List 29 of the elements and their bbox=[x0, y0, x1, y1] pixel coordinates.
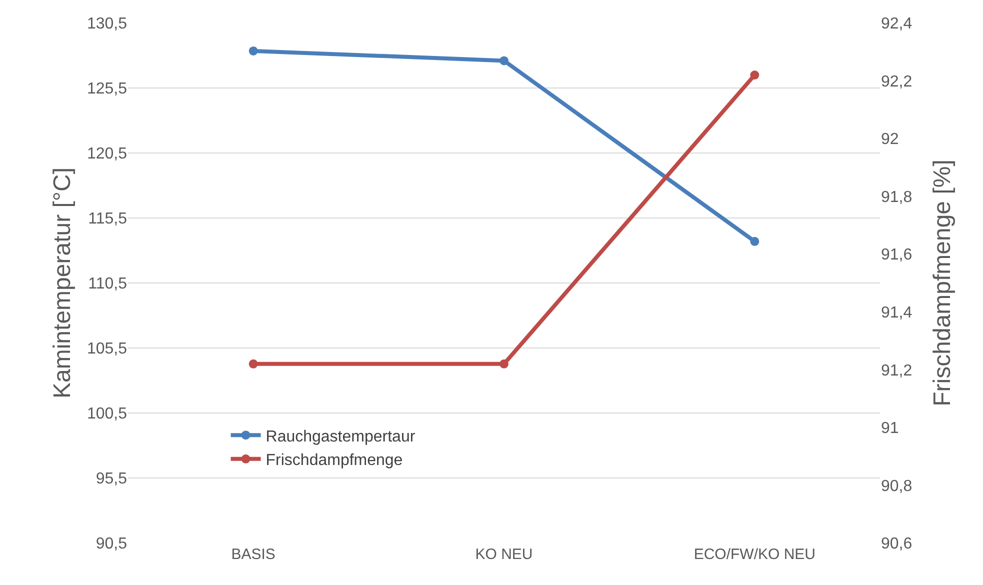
y2-tick-label: 91,6 bbox=[881, 246, 912, 264]
y2-axis-title: Frischdampfmenge [%] bbox=[929, 160, 956, 406]
y2-tick-label: 91,8 bbox=[881, 188, 912, 206]
legend-label: Frischdampfmenge bbox=[266, 452, 403, 470]
y2-tick-label: 92 bbox=[881, 131, 899, 148]
y-tick-label: 95,5 bbox=[96, 470, 128, 488]
y2-tick-label: 92,2 bbox=[881, 73, 912, 90]
y-tick-label: 105,5 bbox=[86, 340, 128, 358]
legend-label: Rauchgastempertaur bbox=[266, 428, 416, 446]
y-axis-title: Kamintemperatur [°C] bbox=[49, 167, 76, 399]
y2-tick-label: 90,8 bbox=[881, 478, 912, 495]
y-tick-label: 90,5 bbox=[96, 536, 128, 553]
x-tick-label: KO NEU bbox=[475, 546, 533, 563]
y-tick-label: 115,5 bbox=[88, 210, 128, 228]
y-tick-label: 125,5 bbox=[86, 80, 128, 98]
y2-tick-label: 90,6 bbox=[881, 536, 912, 553]
x-tick-label: BASIS bbox=[231, 546, 276, 563]
y-tick-label: 110,5 bbox=[88, 276, 128, 293]
y-tick-label: 120,5 bbox=[86, 146, 128, 163]
x-tick-label: ECO/FW/KO NEU bbox=[694, 546, 816, 563]
y2-tick-label: 91,2 bbox=[881, 362, 912, 380]
point bbox=[750, 236, 760, 246]
y2-tick-label: 92,4 bbox=[881, 16, 912, 33]
y-tick-label: 130,5 bbox=[86, 16, 128, 33]
point bbox=[500, 56, 508, 66]
y-tick-label: 100,5 bbox=[86, 406, 128, 423]
point bbox=[248, 46, 258, 56]
y2-tick-label: 91 bbox=[881, 420, 899, 438]
y2-tick-label: 91,4 bbox=[881, 304, 912, 322]
